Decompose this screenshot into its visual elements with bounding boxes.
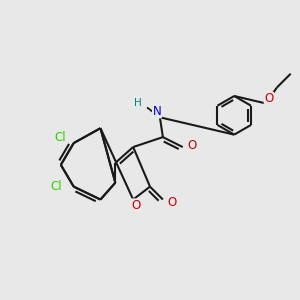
Text: H: H bbox=[134, 98, 142, 108]
Text: O: O bbox=[264, 92, 274, 106]
Text: N: N bbox=[153, 105, 161, 118]
Text: Cl: Cl bbox=[50, 180, 62, 193]
Text: O: O bbox=[131, 199, 141, 212]
Text: O: O bbox=[167, 196, 176, 209]
Text: O: O bbox=[187, 139, 196, 152]
Text: Cl: Cl bbox=[55, 130, 66, 144]
